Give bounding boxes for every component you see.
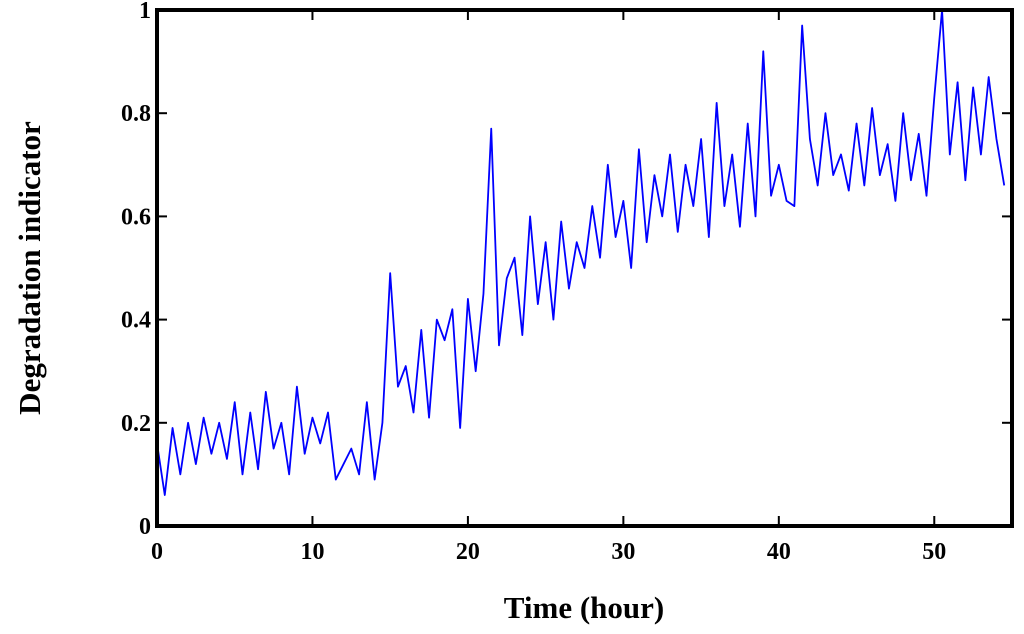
y-tick-label: 0.4 [121,308,151,334]
y-tick-label: 0.8 [121,101,151,127]
x-tick-label: 10 [300,539,324,565]
x-tick-label: 20 [456,539,480,565]
x-tick-label: 40 [767,539,791,565]
y-tick-label: 0.6 [121,204,151,230]
x-tick-label: 30 [611,539,635,565]
y-tick-label: 0.2 [121,411,151,437]
plot-frame [155,8,1014,528]
x-axis-label: Time (hour) [504,590,664,625]
y-axis-label: Degradation indicator [12,121,47,415]
data-line [156,9,1006,496]
x-tick-label: 0 [151,539,163,565]
y-tick-label: 0 [139,514,151,540]
y-tick-label: 1 [139,0,151,24]
x-tick-label: 50 [922,539,946,565]
